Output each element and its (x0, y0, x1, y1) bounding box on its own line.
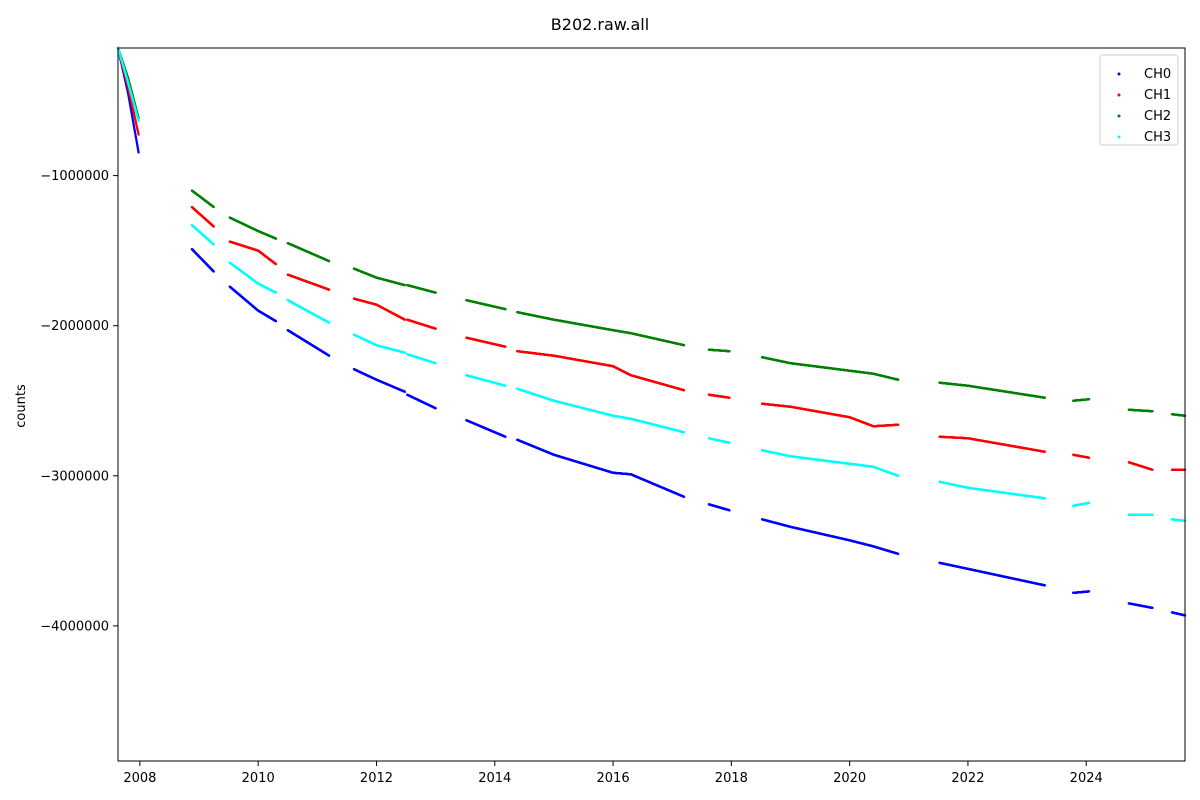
data-point (504, 435, 507, 438)
data-point (212, 225, 215, 228)
y-axis-label: counts (14, 384, 29, 428)
data-point (403, 390, 407, 393)
data-point (327, 288, 331, 291)
data-point (728, 509, 731, 512)
data-point (1151, 606, 1154, 610)
data-point (896, 552, 900, 556)
data-point (682, 495, 686, 499)
data-point (1087, 590, 1091, 593)
data-point (682, 389, 686, 392)
data-point (728, 396, 731, 399)
data-point (327, 354, 331, 357)
data-point (403, 318, 407, 321)
data-point (212, 270, 215, 273)
plot-points (116, 46, 1187, 617)
data-point (137, 151, 140, 154)
data-point (274, 262, 278, 266)
data-point (274, 319, 278, 323)
data-point (434, 407, 437, 410)
data-point (504, 345, 507, 348)
series-ch0-points (116, 46, 1187, 617)
chart-title: B202.raw.all (551, 15, 649, 34)
data-point (1043, 584, 1047, 587)
series-ch1-points (116, 46, 1187, 471)
data-point (434, 327, 437, 330)
data-point (137, 133, 140, 136)
